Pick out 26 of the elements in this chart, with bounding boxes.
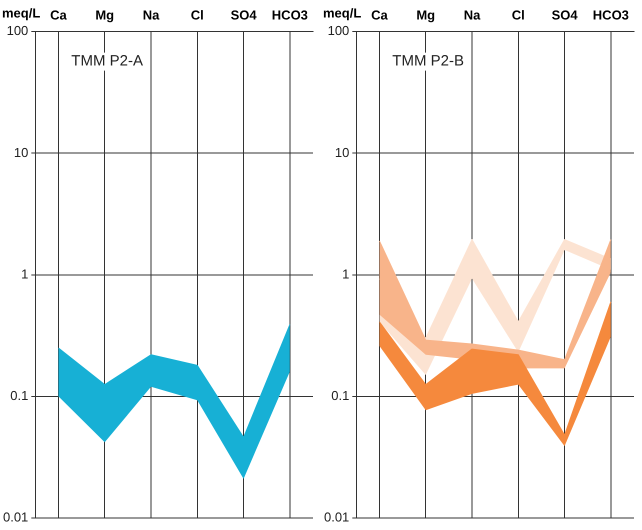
x-tick-label: Na — [142, 7, 160, 22]
y-tick-label: 0.01 — [324, 510, 350, 525]
x-tick-label: HCO3 — [592, 7, 629, 22]
y-tick-label: 0.01 — [2, 510, 28, 525]
y-tick-label: 1 — [342, 266, 350, 282]
x-tick-label: SO4 — [230, 7, 258, 22]
y-tick-label: 0.1 — [331, 388, 350, 403]
x-tick-label: Ca — [50, 7, 68, 22]
annotation: TMM P2-A — [71, 52, 143, 70]
y-axis-title: meq/L — [323, 5, 362, 20]
x-tick-label: Ca — [371, 7, 389, 22]
y-tick-label: 10 — [334, 144, 350, 160]
y-axis-title: meq/L — [2, 5, 40, 20]
y-tick-label: 100 — [6, 23, 28, 38]
x-tick-label: Mg — [416, 7, 436, 22]
y-tick-label: 1 — [21, 266, 28, 282]
x-tick-label: SO4 — [552, 7, 578, 22]
annotation: TMM P2-B — [392, 52, 464, 70]
y-tick-label: 10 — [14, 144, 28, 160]
x-tick-label: Mg — [95, 7, 114, 22]
y-tick-label: 100 — [328, 23, 350, 38]
x-tick-label: Cl — [190, 7, 204, 22]
x-tick-label: HCO3 — [272, 7, 308, 22]
x-tick-label: Cl — [512, 7, 525, 22]
x-tick-label: Na — [464, 7, 482, 22]
y-tick-label: 0.1 — [10, 388, 28, 403]
